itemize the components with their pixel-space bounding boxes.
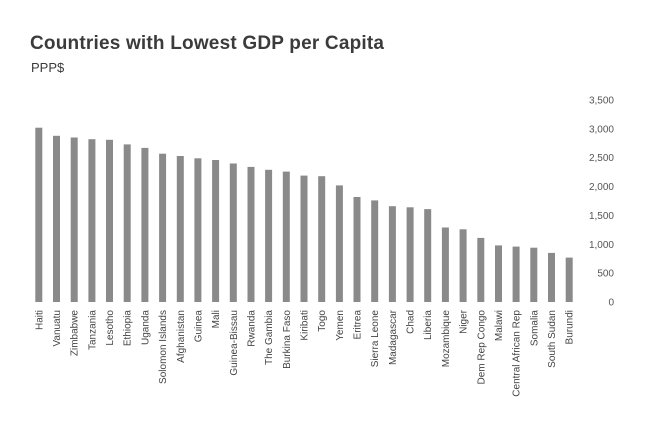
y-tick-label: 3,500	[589, 96, 614, 107]
bar-south-sudan	[548, 252, 555, 302]
bar-madagascar	[388, 206, 396, 302]
category-label: Kiribati	[300, 310, 311, 341]
bar-burundi	[565, 257, 573, 302]
category-label: Afghanistan	[176, 310, 187, 363]
bar-kiribati	[300, 175, 308, 302]
category-labels-group: Haiti Vanuatu Zimbabwe Tanzania Lesotho Ethio…	[34, 309, 575, 396]
category-label: Dem Rep Congo	[476, 310, 487, 385]
bar-malawi	[495, 245, 502, 302]
bar-zimbabwe	[70, 137, 78, 302]
bar-burkina-faso	[282, 171, 290, 302]
bar-chad	[406, 207, 414, 302]
category-label: Togo	[317, 310, 328, 332]
category-label: Liberia	[423, 310, 434, 340]
category-label: Sierra Leone	[370, 310, 381, 368]
category-label: Burkina Faso	[282, 310, 293, 369]
bar-guinea	[194, 158, 202, 302]
y-tick-label: 2,000	[589, 182, 614, 193]
bar-liberia	[424, 209, 432, 302]
chart-title: Countries with Lowest GDP per Capita	[30, 33, 385, 54]
y-tick-label: 1,000	[589, 240, 614, 251]
category-label: Vanuatu	[52, 310, 63, 347]
category-label: Madagascar	[388, 309, 399, 365]
category-label: South Sudan	[547, 310, 558, 368]
y-tick-label: 500	[597, 269, 614, 280]
bar-rwanda	[247, 166, 255, 302]
category-label: Central African Rep	[512, 310, 523, 397]
bar-sierra-leone	[371, 200, 379, 302]
y-tick-label: 3,000	[589, 124, 614, 135]
bar-uganda	[141, 147, 149, 302]
category-label: Burundi	[565, 310, 576, 344]
bar-somalia	[530, 247, 538, 302]
bar-lesotho	[106, 139, 113, 302]
category-label: Solomon Islands	[158, 310, 169, 384]
y-tick-label: 1,500	[589, 211, 614, 222]
bar-the-gambia	[265, 169, 273, 302]
category-label: Mali	[211, 310, 222, 328]
bar-vanuatu	[53, 135, 60, 302]
y-axis-ticks-group: 0 500 1,000 1,500 2,000 2,500 3,000 3,500	[589, 96, 614, 309]
bar-yemen	[335, 185, 343, 302]
bar-mozambique	[441, 227, 449, 302]
category-label: Chad	[406, 310, 417, 334]
bar-dem-rep-congo	[477, 237, 485, 302]
bar-togo	[318, 176, 326, 302]
category-label: Eritrea	[353, 310, 364, 340]
category-label: Malawi	[494, 310, 505, 341]
category-label: Niger	[459, 309, 470, 334]
category-label: Lesotho	[105, 310, 116, 346]
y-tick-label: 2,500	[589, 153, 614, 164]
category-label: The Gambia	[264, 310, 275, 365]
bar-niger	[459, 229, 467, 302]
bar-guinea-bissau	[229, 163, 237, 302]
category-label: Somalia	[529, 310, 540, 347]
y-tick-label: 0	[608, 298, 614, 309]
category-label: Guinea	[193, 310, 204, 343]
category-label: Ethiopia	[123, 310, 134, 347]
category-label: Mozambique	[441, 310, 452, 368]
category-label: Zimbabwe	[70, 310, 81, 357]
bar-eritrea	[353, 197, 361, 302]
bar-mali	[212, 160, 220, 302]
bar-central-african-rep	[512, 246, 520, 302]
bar-afghanistan	[176, 156, 184, 302]
bars-group	[35, 127, 573, 302]
category-label: Guinea-Bissau	[229, 310, 240, 376]
category-label: Tanzania	[87, 310, 98, 350]
chart-subtitle: PPP$	[31, 60, 65, 75]
category-label: Haiti	[34, 310, 45, 330]
bar-ethiopia	[123, 144, 131, 302]
category-label: Uganda	[140, 310, 151, 345]
bar-solomon-islands	[159, 153, 167, 302]
category-label: Rwanda	[247, 310, 258, 347]
bar-tanzania	[88, 139, 96, 302]
bar-haiti	[35, 127, 43, 302]
category-label: Yemen	[335, 310, 346, 341]
